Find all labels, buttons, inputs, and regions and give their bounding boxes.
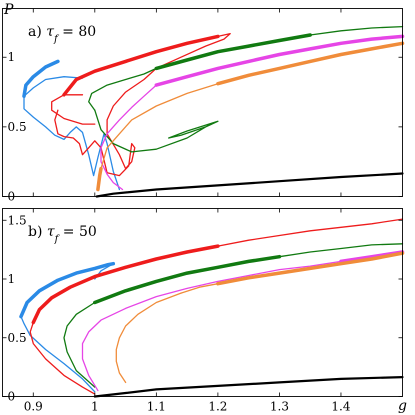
x-tick-label: 0.9 [24,400,43,414]
series-orange-segment [180,283,219,294]
series-magenta-segment [81,260,342,392]
series-green-segment [278,243,404,258]
x-tick-label: 1.3 [270,400,289,414]
series-orange-segment [216,251,405,286]
series-blue-segment [22,59,60,98]
series-green-segment [63,301,96,388]
series-red-segment [51,94,96,125]
y-tick-label: 0.5 [8,120,27,134]
panel-a-ticks: 00.51 [2,8,403,204]
panel-b-label: b) τf = 50 [28,224,97,245]
series-green-segment [88,67,157,111]
x-tick-label: 1.1 [147,400,166,414]
x-axis-label: g [398,398,407,414]
y-tick-label: 0.5 [8,331,27,345]
series-blue-segment [23,76,84,97]
series-green-segment [309,25,404,36]
x-tick-label: 1.2 [208,400,227,414]
panel-b-curves [19,218,405,398]
series-red-segment [217,218,404,247]
series-black-segment [93,376,404,398]
y-tick-label: 1 [8,50,16,64]
y-tick-label: 0 [8,390,16,404]
panel-b: 0 0.5 1 1.5 0.9 1 1.1 1.2 1.3 1.4 b) τf = 50 [2,208,405,414]
series-orange-segment [100,83,219,170]
y-tick-label: 1 [8,272,16,286]
panel-a-frame [2,8,403,197]
series-orange-segment [216,41,405,86]
y-axis-label: P [3,2,14,18]
y-tick-label: 1.5 [8,213,27,227]
series-orange-segment [96,166,103,192]
series-magenta-segment [100,84,157,191]
panel-a-label: a) τf = 80 [28,24,96,45]
series-blue-segment [23,95,121,191]
panel-a-curves [22,25,405,198]
x-tick-label: 1 [91,400,99,414]
panel-b-ticks: 0 0.5 1 1.5 0.9 1 1.1 1.2 1.3 1.4 [2,208,403,414]
y-tick-label: 0 [8,190,16,204]
series-red-segment [29,321,96,395]
panel-b-frame [2,208,403,397]
panel-a: 00.51 a) τf = 80 [2,8,405,204]
series-black-segment [95,172,404,198]
x-tick-label: 1.4 [331,400,350,414]
series-green-segment [93,254,282,305]
series-red-segment [31,244,220,325]
series-blue-segment [20,315,96,393]
series-green-segment [154,33,312,71]
series-red-segment [62,34,220,97]
series-blue-segment [19,261,116,319]
series-orange-segment [115,292,182,384]
series-green-segment [94,109,219,153]
series-magenta-segment [154,34,405,87]
